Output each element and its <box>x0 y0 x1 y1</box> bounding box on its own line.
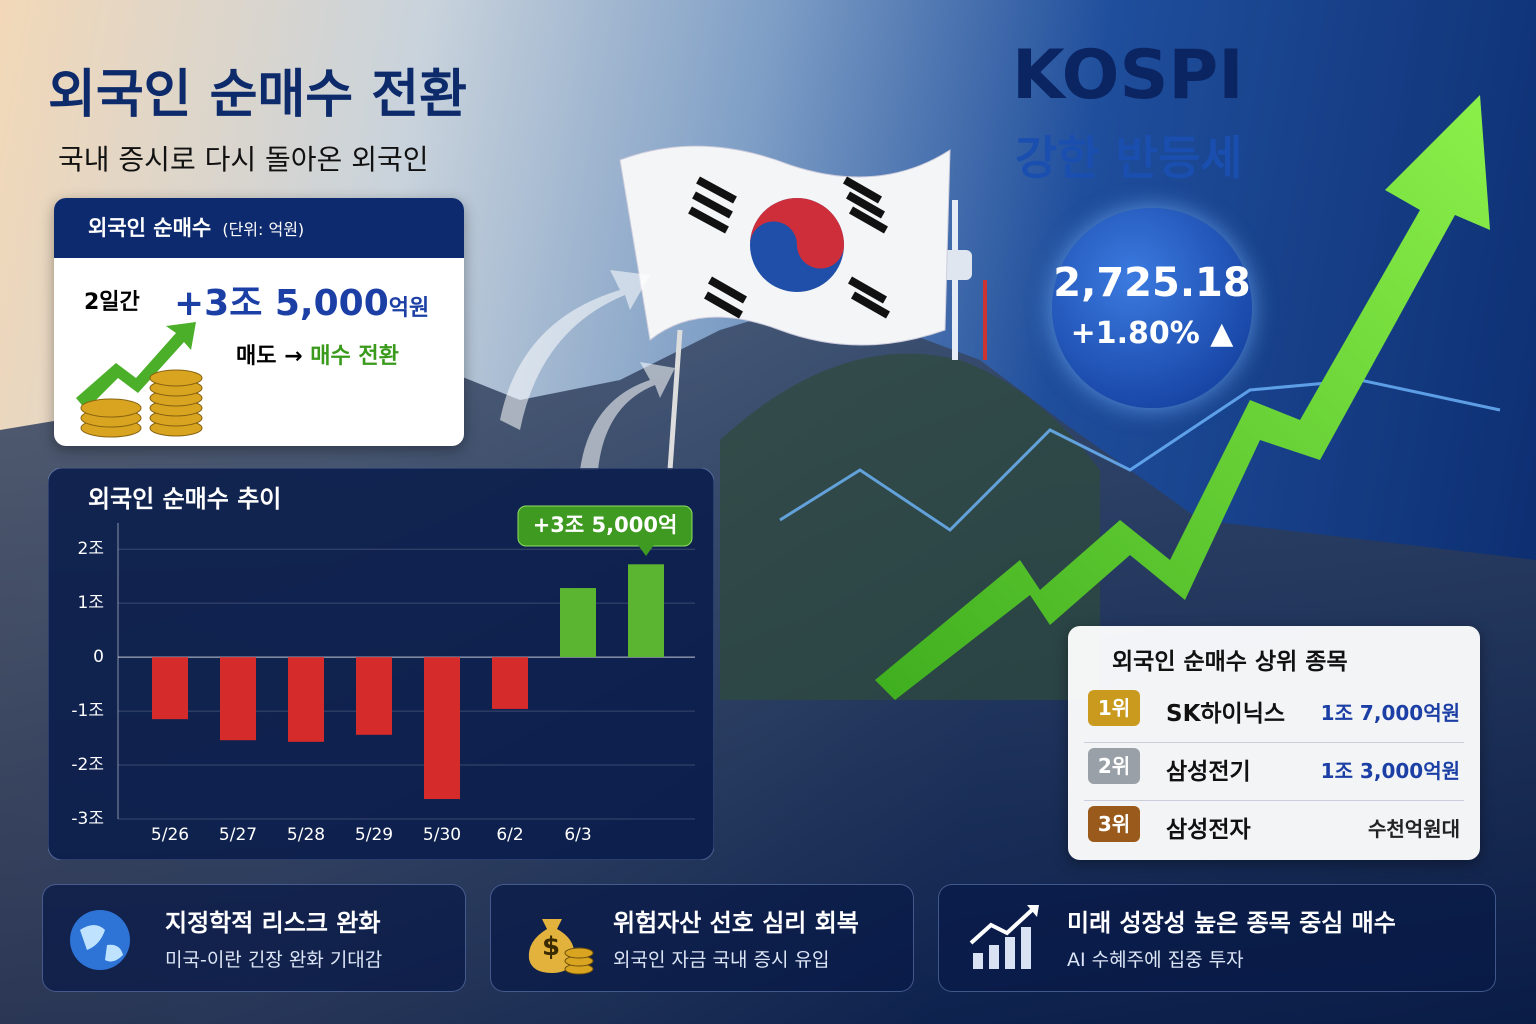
stock-name: 삼성전자 <box>1166 817 1251 843</box>
summary-header: 외국인 순매수 (단위: 억원) <box>54 198 464 258</box>
summary-shift: 매도 → 매수 전환 <box>236 338 399 370</box>
summary-amount-unit: 억원 <box>388 296 430 321</box>
x-tick-label: 5/27 <box>219 825 257 845</box>
summary-title: 외국인 순매수 <box>88 216 212 240</box>
rank-badge: 3위 <box>1088 806 1140 842</box>
bar <box>220 657 256 741</box>
factor-card: 지정학적 리스크 완화 미국-이란 긴장 완화 기대감 <box>42 884 466 992</box>
kospi-subtitle: 강한 반등세 <box>1015 131 1243 185</box>
stock-name: 삼성전기 <box>1166 759 1251 785</box>
factor-card: 미래 성장성 높은 종목 중심 매수 AI 수혜주에 집중 투자 <box>938 884 1496 992</box>
x-tick-label: 5/30 <box>423 825 461 845</box>
stock-amount: 수천억원대 <box>1368 817 1460 841</box>
x-tick-label: 5/26 <box>151 825 189 845</box>
top-stocks-title: 외국인 순매수 상위 종목 <box>1112 649 1348 675</box>
coins-icon <box>76 322 203 438</box>
x-tick-label: 6/2 <box>496 825 523 845</box>
svg-text:$: $ <box>542 932 560 962</box>
kospi-change: +1.80% ▲ <box>1070 316 1234 351</box>
stock-amount: 1조 7,000억원 <box>1320 701 1460 725</box>
growth-icon <box>969 905 1039 969</box>
title: 외국인 순매수 전환 <box>48 65 467 125</box>
stock-name: SK하이닉스 <box>1166 701 1286 727</box>
divider <box>1084 742 1464 743</box>
y-tick-label: 2조 <box>78 539 104 559</box>
bar <box>560 588 596 658</box>
summary-to: 매수 전환 <box>310 344 399 369</box>
bar <box>288 657 324 742</box>
chart-title: 외국인 순매수 추이 <box>88 485 281 513</box>
summary-amount-wrap: +3조 5,000억원 <box>174 274 429 326</box>
y-tick-label: -3조 <box>71 809 104 829</box>
x-tick-label: 6/3 <box>564 825 591 845</box>
factor-title: 위험자산 선호 심리 회복 <box>613 909 859 937</box>
factor-title: 지정학적 리스크 완화 <box>165 909 381 937</box>
bar <box>424 657 460 800</box>
divider <box>1084 800 1464 801</box>
summary-card: 외국인 순매수 (단위: 억원) 2일간 +3조 5,000억원 매도 → 매수… <box>54 198 464 446</box>
bar <box>628 564 664 658</box>
y-tick-label: 0 <box>93 647 104 667</box>
kospi-badge: 2,725.18 +1.80% ▲ <box>1052 208 1252 408</box>
x-tick-label: 5/28 <box>287 825 325 845</box>
globe-icon <box>70 910 130 970</box>
chart-panel: 외국인 순매수 추이 2조 1조 0 -1조 -2조 -3조 5/26 5/27 5/28 5/2… <box>48 468 714 860</box>
summary-from: 매도 → <box>236 344 303 369</box>
x-tick-label: 5/29 <box>355 825 393 845</box>
money-icon: $ <box>528 919 594 975</box>
bar <box>492 657 528 709</box>
bar <box>356 657 392 735</box>
factor-title: 미래 성장성 높은 종목 중심 매수 <box>1067 909 1396 937</box>
summary-unit: (단위: 억원) <box>222 220 305 239</box>
factor-desc: 외국인 자금 국내 증시 유입 <box>613 949 830 971</box>
rank-badge: 1위 <box>1088 690 1140 726</box>
y-tick-label: 1조 <box>78 593 104 613</box>
summary-period: 2일간 <box>84 290 140 315</box>
annotation-pointer <box>638 545 654 556</box>
y-tick-label: -1조 <box>71 701 104 721</box>
bar <box>152 657 188 720</box>
factor-desc: 미국-이란 긴장 완화 기대감 <box>165 949 383 971</box>
top-stocks-card: 외국인 순매수 상위 종목 1위 SK하이닉스 1조 7,000억원 2위 삼성전기 1조… <box>1068 626 1480 860</box>
rank-badge: 2위 <box>1088 748 1140 784</box>
factor-card: $ 위험자산 선호 심리 회복 외국인 자금 국내 증시 유입 <box>490 884 914 992</box>
kospi-index: 2,725.18 <box>1053 260 1251 306</box>
subtitle: 국내 증시로 다시 돌아온 외국인 <box>58 143 429 176</box>
factor-desc: AI 수혜주에 집중 투자 <box>1067 949 1244 971</box>
summary-amount: +3조 5,000 <box>174 283 389 324</box>
kospi-title: KOSPI <box>1012 36 1244 115</box>
stock-amount: 1조 3,000억원 <box>1320 759 1460 783</box>
y-tick-label: -2조 <box>71 755 104 775</box>
annotation-bubble <box>517 505 693 547</box>
annotation: +3조 5,000억 <box>533 513 678 537</box>
